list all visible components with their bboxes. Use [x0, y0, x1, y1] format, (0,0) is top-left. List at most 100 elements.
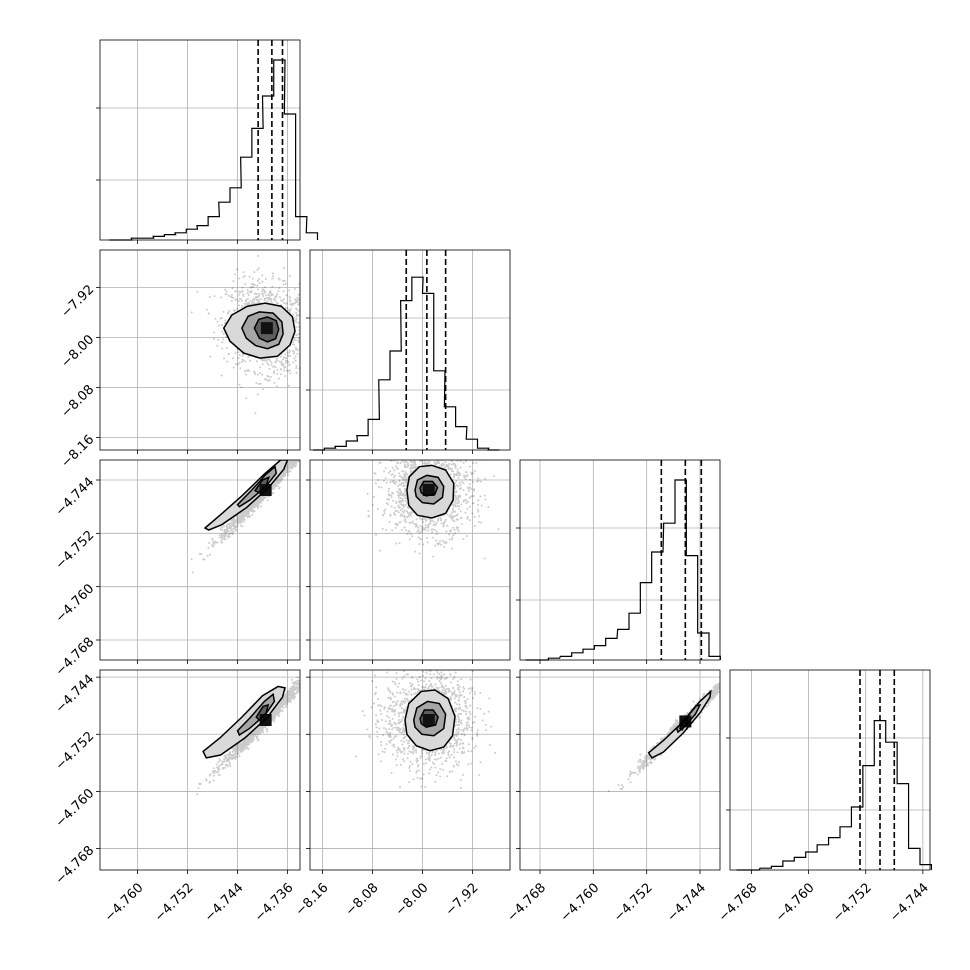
sample-point	[420, 430, 422, 432]
sample-point	[458, 505, 461, 508]
sample-point	[284, 366, 287, 369]
sample-point	[257, 500, 260, 503]
sample-point	[218, 757, 221, 760]
sample-point	[272, 370, 275, 373]
sample-point	[301, 679, 303, 681]
sample-point	[240, 745, 243, 748]
sample-point	[292, 352, 295, 355]
sample-point	[274, 480, 277, 483]
sample-point	[297, 303, 300, 306]
sample-point	[264, 496, 267, 499]
sample-point	[435, 462, 438, 465]
sample-point	[248, 515, 251, 518]
sample-point	[272, 484, 275, 487]
sample-point	[242, 511, 245, 514]
sample-point	[395, 467, 398, 470]
sample-point	[317, 433, 319, 435]
sample-point	[301, 685, 303, 687]
sample-point	[289, 461, 292, 464]
sample-point	[236, 516, 239, 519]
sample-point	[293, 317, 296, 320]
sample-point	[409, 466, 412, 469]
sample-point	[229, 527, 232, 530]
sample-point	[440, 441, 442, 443]
sample-point	[317, 438, 319, 440]
sample-point	[479, 495, 482, 498]
sample-point	[283, 697, 286, 700]
sample-point	[455, 473, 458, 476]
sample-point	[226, 524, 229, 527]
sample-point	[416, 450, 418, 452]
scatter-panel-2-1	[306, 430, 511, 664]
sample-point	[247, 510, 250, 513]
sample-point	[242, 514, 245, 517]
sample-point	[291, 302, 294, 305]
sample-point	[406, 473, 409, 476]
sample-point	[288, 700, 291, 703]
sample-point	[295, 311, 298, 314]
sample-point	[294, 339, 297, 342]
sample-point	[428, 458, 430, 460]
sample-point	[280, 475, 283, 478]
sample-point	[223, 760, 226, 763]
sample-point	[211, 538, 214, 541]
sample-point	[250, 736, 253, 739]
sample-point	[241, 516, 244, 519]
sample-point	[403, 461, 406, 464]
sample-point	[258, 496, 261, 499]
sample-point	[242, 511, 245, 514]
sample-point	[409, 471, 412, 474]
sample-point	[297, 341, 300, 344]
sample-point	[243, 302, 246, 305]
sample-point	[288, 463, 291, 466]
sample-point	[402, 485, 405, 488]
sample-point	[396, 522, 399, 525]
sample-point	[279, 474, 282, 477]
sample-point	[412, 453, 414, 455]
sample-point	[410, 464, 413, 467]
sample-point	[379, 461, 382, 464]
sample-point	[453, 494, 456, 497]
sample-point	[278, 480, 281, 483]
sample-point	[479, 441, 481, 443]
sample-point	[324, 658, 326, 660]
sample-point	[292, 457, 294, 459]
sample-point	[262, 497, 265, 500]
sample-point	[457, 485, 460, 488]
sample-point	[453, 487, 456, 490]
sample-point	[296, 690, 299, 693]
sample-point	[256, 301, 259, 304]
sample-point	[433, 528, 436, 531]
sample-point	[297, 685, 300, 688]
sample-point	[295, 454, 297, 456]
sample-point	[285, 466, 288, 469]
sample-point	[225, 759, 228, 762]
sample-point	[305, 446, 307, 448]
sample-point	[228, 527, 231, 530]
sample-point	[255, 504, 258, 507]
sample-point	[283, 470, 286, 473]
sample-point	[298, 452, 300, 454]
sample-point	[294, 346, 297, 349]
sample-point	[260, 727, 263, 730]
sample-point	[302, 328, 304, 330]
sample-point	[285, 302, 288, 305]
sample-point	[467, 490, 470, 493]
sample-point	[282, 472, 285, 475]
sample-point	[251, 302, 254, 305]
sample-point	[235, 746, 238, 749]
sample-point	[232, 522, 235, 525]
sample-point	[251, 503, 254, 506]
sample-point	[316, 434, 318, 436]
sample-point	[398, 499, 401, 502]
sample-point	[282, 474, 285, 477]
sample-point	[274, 484, 277, 487]
sample-point	[295, 313, 298, 316]
sample-point	[457, 452, 459, 454]
sample-point	[402, 470, 405, 473]
sample-point	[462, 538, 465, 541]
sample-point	[408, 452, 410, 454]
sample-point	[271, 712, 274, 715]
sample-point	[287, 692, 290, 695]
sample-point	[278, 709, 281, 712]
